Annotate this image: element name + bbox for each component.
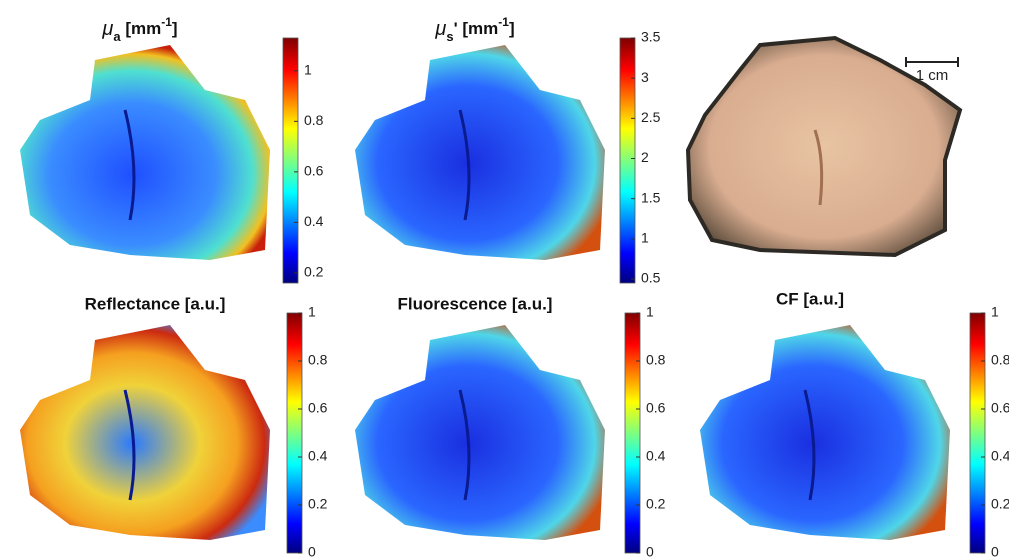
colorbar xyxy=(970,313,985,553)
colorbar-tick-label: 1 xyxy=(646,304,654,320)
colorbar-tick-label: 2 xyxy=(641,149,649,165)
colorbar-tick-label: 0.4 xyxy=(991,448,1009,464)
title-unit-end: ] xyxy=(172,19,178,38)
colorbar-tick-label: 1.5 xyxy=(641,189,661,205)
heatmap-panel: μa [mm-1] 0.2 0.4 0.6 0.8 1 xyxy=(20,15,324,283)
panel-title: Reflectance [a.u.] xyxy=(85,294,226,313)
figure: 1 cm μa [mm-1]0.20.40.60.81μs' [mm-1]0.5… xyxy=(0,0,1009,557)
colorbar-tick-label: 0 xyxy=(991,544,999,557)
panel-title: μs' [mm-1] xyxy=(434,15,514,44)
colorbar-tick-label: 1 xyxy=(641,230,649,246)
colorbar-tick-label: 0.2 xyxy=(991,496,1009,512)
colorbar xyxy=(625,313,640,553)
colorbar-tick-label: 0.8 xyxy=(308,352,328,368)
colorbar-tick-label: 0.8 xyxy=(304,112,324,128)
colorbar-tick-label: 0 xyxy=(308,544,316,557)
title-unit-end: ] xyxy=(509,19,515,38)
heatmap-image xyxy=(20,45,270,260)
colorbar-tick-label: 0.4 xyxy=(308,448,328,464)
colorbar-tick-label: 2.5 xyxy=(641,109,661,125)
colorbar-tick-label: 1 xyxy=(991,304,999,320)
colorbar-tick-label: 1 xyxy=(304,62,312,78)
colorbar-tick-label: 0.8 xyxy=(991,352,1009,368)
colorbar xyxy=(283,38,298,283)
colorbar-tick-label: 0.8 xyxy=(646,352,666,368)
title-symbol: μ xyxy=(434,18,446,40)
colorbar xyxy=(287,313,302,553)
colorbar-tick-label: 0.4 xyxy=(304,213,324,229)
colorbar-tick-label: 3.5 xyxy=(641,29,661,45)
heatmap-image xyxy=(355,325,605,540)
title-subscript: s xyxy=(446,29,453,44)
photo-panel: 1 cm xyxy=(688,38,960,255)
colorbar-tick-label: 3 xyxy=(641,69,649,85)
colorbar-tick-label: 0.4 xyxy=(646,448,666,464)
heatmap-image xyxy=(20,325,270,540)
colorbar-tick-label: 0.6 xyxy=(304,163,324,179)
colorbar-tick-label: 1 xyxy=(308,304,316,320)
colorbar-tick-label: 0 xyxy=(646,544,654,557)
colorbar-tick-label: 0.6 xyxy=(308,400,328,416)
colorbar-tick-label: 0.6 xyxy=(991,400,1009,416)
title-unit: ' [mm xyxy=(454,19,499,38)
heatmap-image xyxy=(700,325,950,540)
heatmap-panel: Reflectance [a.u.] 0 0.2 0.4 0.6 0.8 1 xyxy=(20,294,328,557)
colorbar xyxy=(620,38,635,283)
heatmap-panel: Fluorescence [a.u.] 0 0.2 0.4 0.6 0.8 1 xyxy=(355,294,666,557)
title-superscript: -1 xyxy=(498,15,509,29)
colorbar-tick-label: 0.6 xyxy=(646,400,666,416)
heatmap-panel: CF [a.u.] 0 0.2 0.4 0.6 0.8 1 xyxy=(700,289,1009,557)
heatmap-panel: μs' [mm-1] 0.5 1 1.5 2 2.5 3 3.5 xyxy=(355,15,661,286)
panel-title: Fluorescence [a.u.] xyxy=(398,294,553,313)
colorbar-tick-label: 0.2 xyxy=(304,264,324,280)
colorbar-tick-label: 0.5 xyxy=(641,270,661,286)
panel-title: μa [mm-1] xyxy=(101,15,177,44)
panel-title: CF [a.u.] xyxy=(776,289,844,308)
title-symbol: μ xyxy=(101,18,113,40)
heatmap-image xyxy=(355,45,605,260)
scale-label: 1 cm xyxy=(916,67,949,84)
colorbar-tick-label: 0.2 xyxy=(646,496,666,512)
title-unit: [mm xyxy=(121,19,162,38)
colorbar-tick-label: 0.2 xyxy=(308,496,328,512)
title-superscript: -1 xyxy=(161,15,172,29)
